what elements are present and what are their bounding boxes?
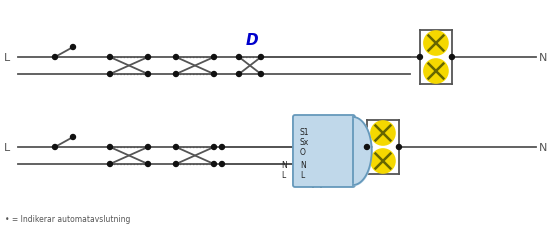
Circle shape [424,32,448,56]
Circle shape [71,135,76,140]
Circle shape [364,145,369,150]
Text: N: N [300,160,306,169]
Circle shape [259,55,264,60]
FancyBboxPatch shape [293,115,355,187]
Text: Sx: Sx [300,137,309,146]
Circle shape [212,55,216,60]
Circle shape [53,55,58,60]
Circle shape [418,55,423,60]
Circle shape [107,55,112,60]
Circle shape [145,162,151,167]
Circle shape [71,45,76,50]
Circle shape [212,162,216,167]
Text: L: L [281,170,285,179]
Circle shape [145,145,151,150]
Circle shape [259,72,264,77]
Circle shape [145,55,151,60]
Circle shape [237,55,242,60]
Circle shape [212,145,216,150]
Circle shape [396,145,402,150]
Circle shape [219,162,225,167]
Circle shape [174,72,179,77]
Circle shape [237,72,242,77]
Circle shape [449,55,454,60]
Circle shape [219,145,225,150]
Text: • = Indikerar automatavslutning: • = Indikerar automatavslutning [5,214,130,223]
Circle shape [424,60,448,84]
Circle shape [174,55,179,60]
Text: D: D [246,32,258,47]
Circle shape [53,145,58,150]
Circle shape [174,145,179,150]
Circle shape [212,72,216,77]
Text: L: L [300,170,304,179]
Circle shape [371,149,395,173]
Text: N: N [539,53,547,63]
Circle shape [107,72,112,77]
Circle shape [371,121,395,145]
Text: L: L [4,142,10,152]
Text: N: N [539,142,547,152]
Circle shape [174,162,179,167]
Text: N: N [281,160,287,169]
Circle shape [107,162,112,167]
Text: S1: S1 [300,128,310,136]
Text: O: O [300,147,306,156]
Text: L: L [4,53,10,63]
Circle shape [145,72,151,77]
Circle shape [107,145,112,150]
